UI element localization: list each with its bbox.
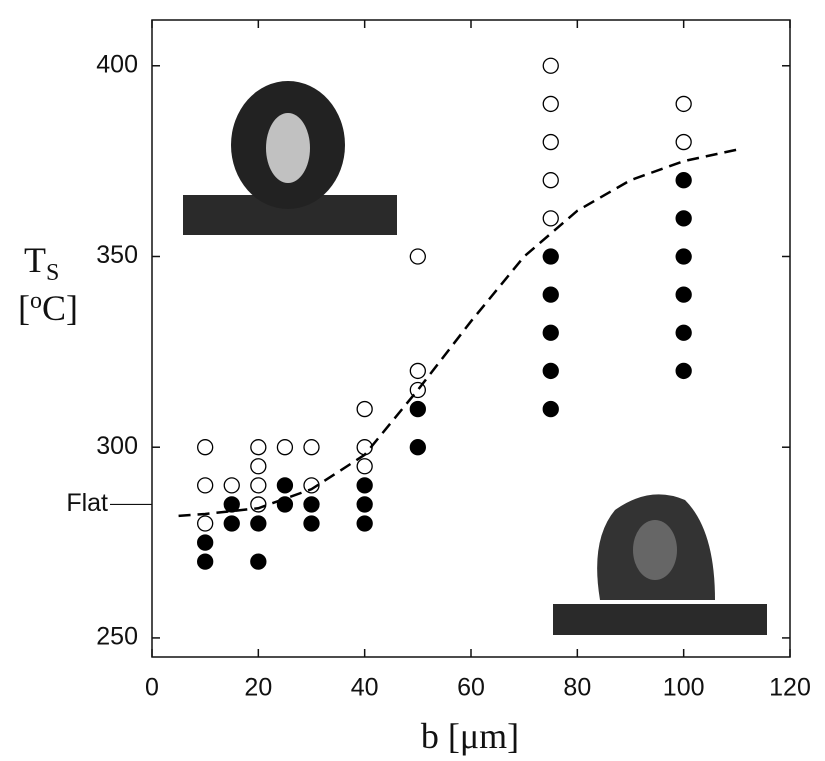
filled-point: [303, 515, 320, 532]
open-point: [542, 172, 559, 189]
x-tick-label: 80: [563, 674, 591, 702]
open-point: [303, 439, 320, 456]
fit-curve: [178, 148, 738, 518]
filled-point: [675, 172, 692, 189]
filled-point: [276, 477, 294, 494]
filled-point: [197, 534, 214, 551]
open-point: [250, 458, 267, 475]
filled-point: [542, 248, 559, 265]
filled-point: [675, 210, 692, 227]
filled-point: [197, 553, 214, 570]
filled-point: [409, 439, 426, 456]
filled-point: [542, 400, 559, 418]
open-point: [197, 477, 214, 494]
y-tick-label: 400: [96, 50, 138, 78]
open-point: [197, 515, 214, 532]
filled-point: [303, 496, 320, 513]
open-point: [197, 439, 214, 456]
annotation: Flat: [66, 489, 108, 517]
open-point: [542, 57, 559, 74]
open-point: [356, 400, 373, 418]
open-point: [542, 95, 559, 113]
filled-point: [356, 515, 373, 532]
y-tick-label: 250: [96, 623, 138, 651]
open-point: [250, 477, 267, 494]
open-point: [223, 477, 240, 494]
filled-point: [276, 496, 294, 513]
filled-point: [542, 324, 559, 341]
filled-point: [356, 496, 373, 513]
y-axis-label: TS: [24, 240, 59, 286]
filled-point: [675, 324, 692, 341]
y-tick-label: 300: [96, 432, 138, 460]
x-tick-label: 0: [145, 674, 159, 702]
y-axis-unit: [oC]: [18, 288, 78, 328]
filled-point: [356, 477, 373, 494]
filled-point: [223, 515, 240, 532]
filled-point: [542, 362, 559, 380]
open-point: [409, 248, 426, 265]
open-point: [356, 458, 373, 475]
filled-point: [675, 362, 692, 380]
x-tick-label: 20: [244, 674, 272, 702]
inset-splash: [553, 494, 767, 635]
x-axis-label: b [μm]: [421, 716, 519, 756]
filled-point: [409, 400, 426, 418]
open-point: [675, 133, 692, 151]
x-tick-label: 60: [457, 674, 485, 702]
filled-point: [250, 515, 267, 532]
open-point: [276, 439, 294, 456]
filled-point: [250, 553, 267, 570]
filled-point: [675, 248, 692, 265]
x-tick-label: 40: [351, 674, 379, 702]
open-point: [250, 439, 267, 456]
open-point: [542, 210, 559, 227]
x-tick-label: 100: [663, 674, 705, 702]
open-point: [409, 362, 426, 380]
open-point: [675, 95, 692, 113]
filled-point: [223, 496, 240, 513]
x-tick-label: 120: [769, 674, 811, 702]
open-point: [250, 496, 267, 513]
filled-point: [542, 286, 559, 303]
inset-droplet: [183, 81, 397, 235]
open-point: [542, 133, 559, 151]
y-tick-label: 350: [96, 241, 138, 269]
filled-point: [675, 286, 692, 303]
